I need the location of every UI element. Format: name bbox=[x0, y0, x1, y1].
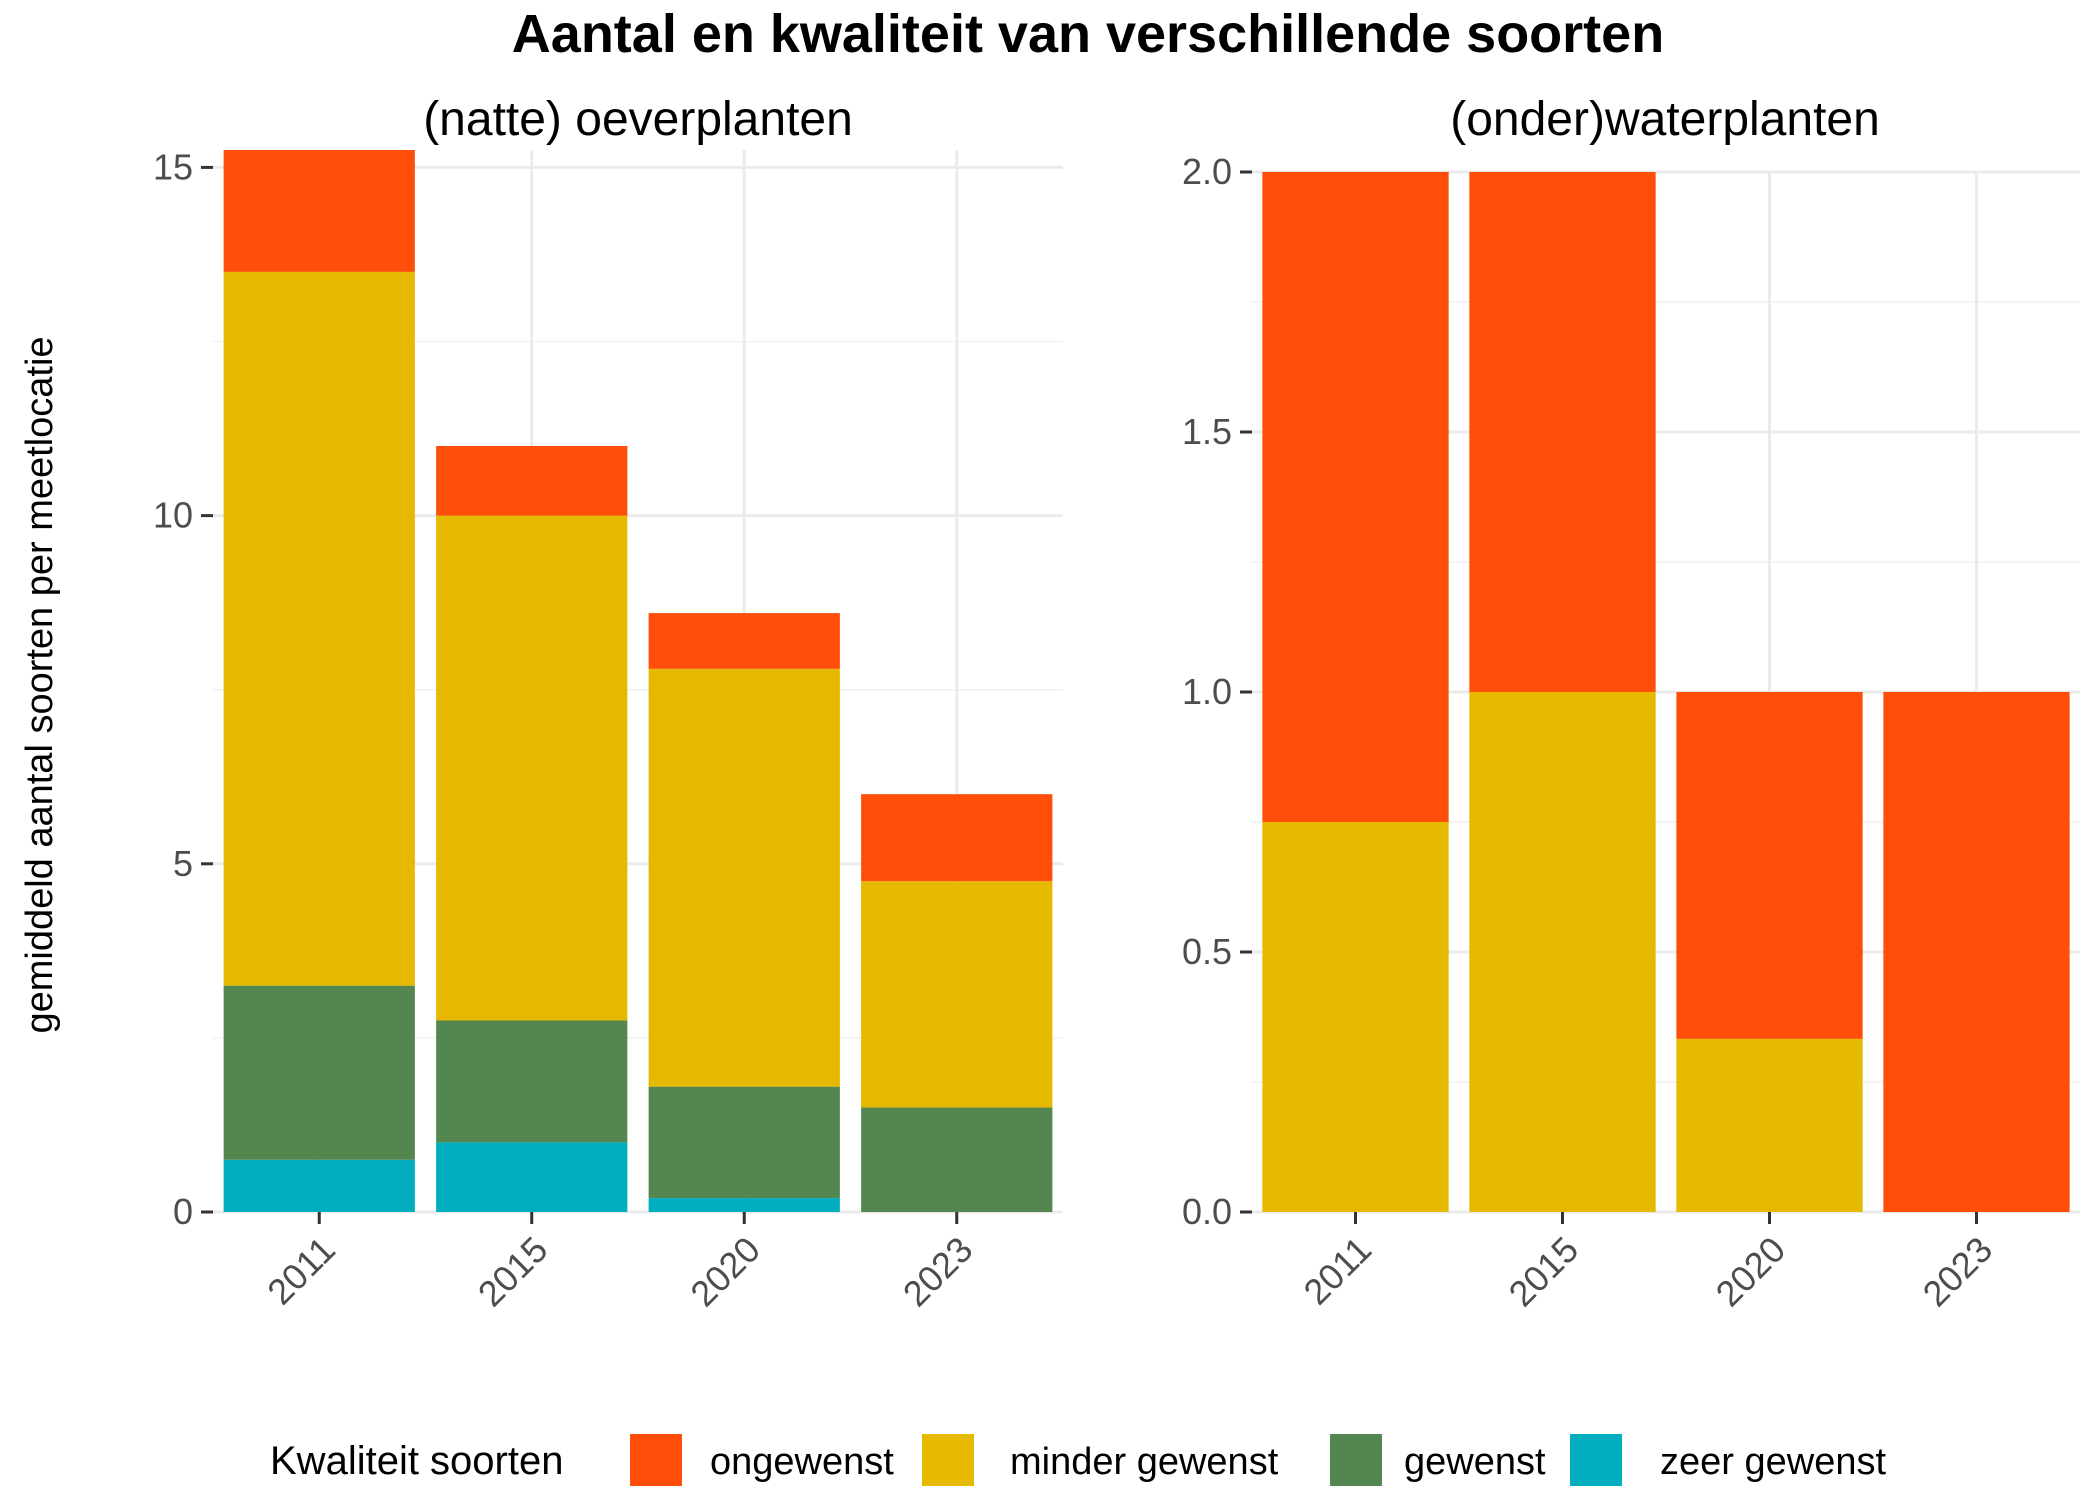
panel-title-left: (natte) oeverplanten bbox=[423, 93, 853, 146]
y-tick-label: 0 bbox=[173, 1191, 193, 1232]
bar-segment bbox=[861, 1107, 1053, 1212]
x-tick-label: 2023 bbox=[1915, 1229, 2001, 1315]
legend-key bbox=[1330, 1434, 1382, 1486]
y-tick-label: 10 bbox=[153, 495, 193, 536]
bar-segment bbox=[861, 881, 1053, 1108]
bar-segment bbox=[648, 1086, 840, 1199]
legend-label: zeer gewenst bbox=[1660, 1441, 1886, 1483]
bar-segment bbox=[436, 1142, 628, 1212]
x-tick-label: 2020 bbox=[682, 1229, 768, 1315]
x-tick-label: 2015 bbox=[1501, 1229, 1587, 1315]
legend-key bbox=[922, 1434, 974, 1486]
legend: Kwaliteit soorten ongewenst minder gewens… bbox=[270, 1434, 1886, 1486]
bar-segment bbox=[436, 515, 628, 1021]
legend-label: minder gewenst bbox=[1010, 1441, 1279, 1483]
x-tick-label: 2011 bbox=[259, 1229, 343, 1313]
panel-waterplanten: 0.0 0.5 1.0 1.5 2.0 2011 2015 2020 2023 bbox=[1182, 151, 2080, 1314]
bar-segment bbox=[223, 1159, 415, 1212]
x-tick-label: 2015 bbox=[470, 1229, 556, 1315]
bar-segment bbox=[223, 985, 415, 1160]
y-tick-label: 1.0 bbox=[1182, 671, 1232, 712]
y-tick-label: 0.5 bbox=[1182, 931, 1232, 972]
panel-title-right: (onder)waterplanten bbox=[1450, 93, 1880, 146]
legend-title: Kwaliteit soorten bbox=[270, 1439, 563, 1483]
bar-segment bbox=[1883, 692, 2070, 1212]
bar-segment bbox=[861, 794, 1053, 882]
x-tick-label: 2011 bbox=[1295, 1229, 1379, 1313]
y-tick-label: 15 bbox=[153, 146, 193, 187]
y-tick-label: 0.0 bbox=[1182, 1191, 1232, 1232]
bar-segment bbox=[648, 1198, 840, 1212]
bar-segment bbox=[1469, 692, 1656, 1212]
bar-segment bbox=[1262, 172, 1449, 822]
y-tick-label: 5 bbox=[173, 843, 193, 884]
legend-label: ongewenst bbox=[710, 1441, 894, 1483]
legend-label: gewenst bbox=[1404, 1441, 1546, 1483]
x-tick-label: 2023 bbox=[895, 1229, 981, 1315]
y-axis-title: gemiddeld aantal soorten per meetlocatie bbox=[19, 336, 61, 1033]
y-tick-label: 2.0 bbox=[1182, 151, 1232, 192]
bar-segment bbox=[1676, 1038, 1863, 1212]
bar-segment bbox=[1676, 692, 1863, 1039]
bar-segment bbox=[1469, 172, 1656, 692]
legend-key bbox=[1570, 1434, 1622, 1486]
bar-segment bbox=[436, 445, 628, 516]
bar-segment bbox=[648, 668, 840, 1087]
bar-segment bbox=[1262, 822, 1449, 1212]
panel-oeverplanten: 0 5 10 15 2011 2015 2020 2023 bbox=[153, 146, 1063, 1314]
legend-key bbox=[630, 1434, 682, 1486]
y-tick-label: 1.5 bbox=[1182, 411, 1232, 452]
x-tick-label: 2020 bbox=[1708, 1229, 1794, 1315]
bar-segment bbox=[223, 271, 415, 986]
bar-segment bbox=[648, 613, 840, 669]
bar-segment bbox=[223, 150, 415, 272]
chart-title: Aantal en kwaliteit van verschillende so… bbox=[512, 4, 1664, 64]
bar-segment bbox=[436, 1020, 628, 1143]
